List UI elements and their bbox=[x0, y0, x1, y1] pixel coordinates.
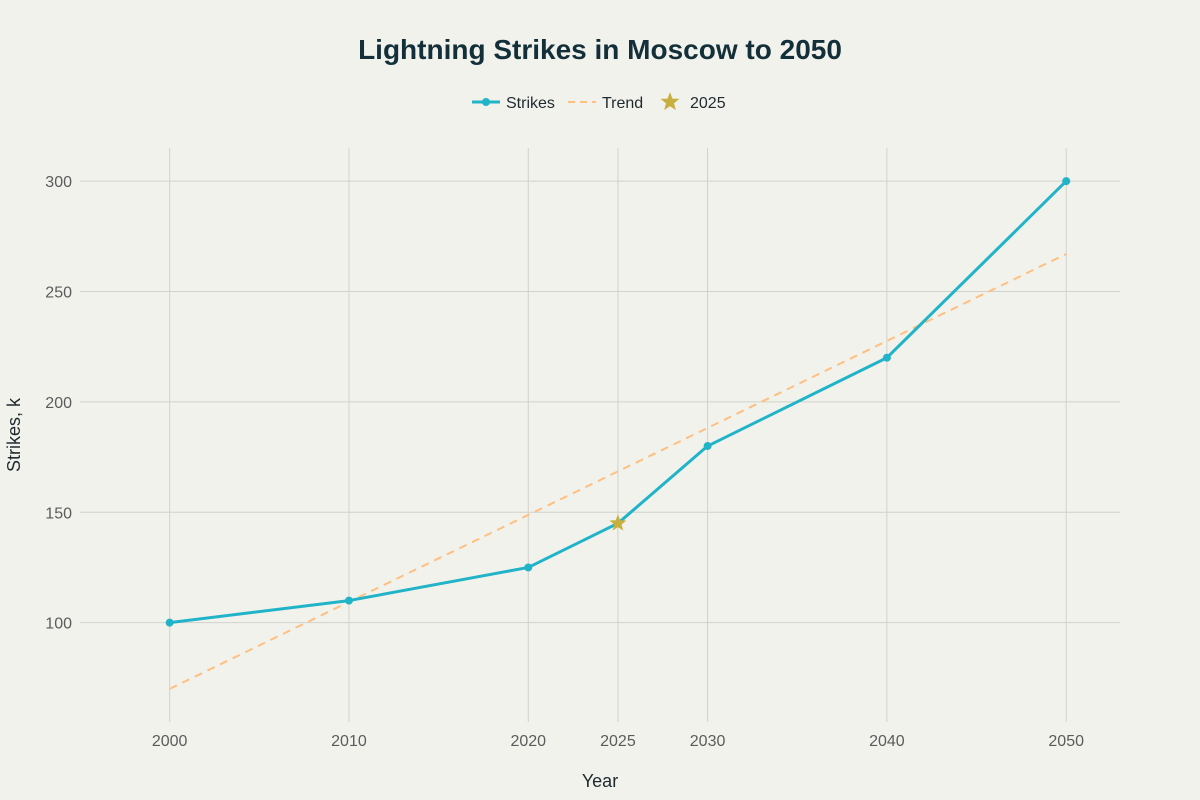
chart-title: Lightning Strikes in Moscow to 2050 bbox=[358, 34, 842, 65]
y-tick-label: 150 bbox=[45, 505, 72, 522]
x-axis-label: Year bbox=[582, 771, 618, 791]
legend-star-icon bbox=[660, 92, 680, 111]
y-tick-labels: 100 150 200 250 300 bbox=[45, 174, 72, 633]
strikes-point[interactable] bbox=[703, 442, 712, 451]
legend-item-2025[interactable]: 2025 bbox=[660, 92, 726, 112]
legend-label-trend: Trend bbox=[602, 95, 643, 112]
strikes-point[interactable] bbox=[1062, 177, 1071, 186]
legend-label-strikes: Strikes bbox=[506, 95, 555, 112]
grid bbox=[80, 148, 1120, 722]
x-tick-label: 2030 bbox=[690, 733, 726, 750]
x-tick-label: 2010 bbox=[331, 733, 367, 750]
legend-marker-strikes bbox=[482, 98, 490, 106]
legend-item-trend[interactable]: Trend bbox=[568, 95, 643, 112]
series-layer bbox=[165, 177, 1071, 690]
x-tick-label: 2040 bbox=[869, 733, 905, 750]
strikes-point[interactable] bbox=[882, 353, 891, 362]
y-tick-label: 100 bbox=[45, 616, 72, 633]
y-tick-label: 300 bbox=[45, 174, 72, 191]
x-tick-label: 2000 bbox=[152, 733, 188, 750]
legend-item-strikes[interactable]: Strikes bbox=[472, 95, 555, 112]
y-axis-label: Strikes, k bbox=[4, 397, 24, 472]
x-tick-label: 2020 bbox=[510, 733, 546, 750]
x-tick-labels: 2000 2010 2020 2025 2030 2040 2050 bbox=[152, 733, 1084, 750]
strikes-point[interactable] bbox=[344, 596, 353, 605]
y-tick-label: 200 bbox=[45, 395, 72, 412]
legend: Strikes Trend 2025 bbox=[472, 92, 726, 112]
y-tick-label: 250 bbox=[45, 285, 72, 302]
highlight-star-2025[interactable] bbox=[609, 514, 627, 531]
legend-label-2025: 2025 bbox=[690, 95, 726, 112]
x-tick-label: 2025 bbox=[600, 733, 636, 750]
strikes-point[interactable] bbox=[165, 618, 174, 627]
x-tick-label: 2050 bbox=[1048, 733, 1084, 750]
strikes-point[interactable] bbox=[524, 563, 533, 572]
